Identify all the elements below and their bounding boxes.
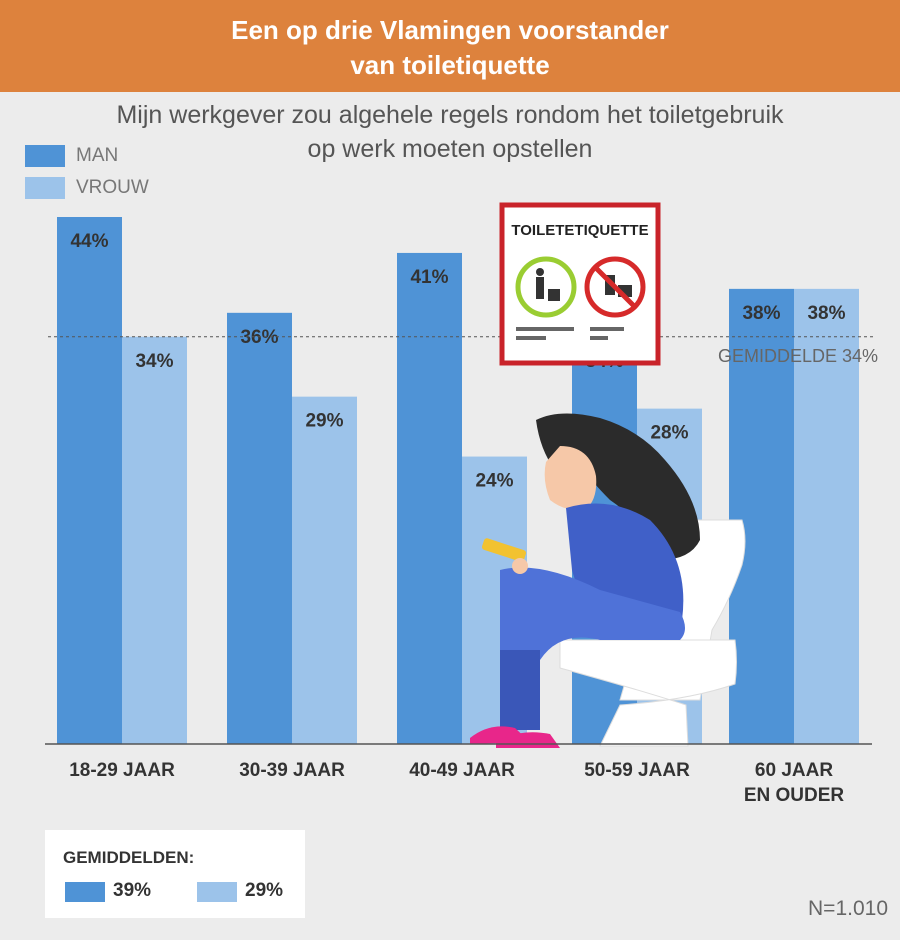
averages-swatch-man (65, 882, 105, 902)
averages-swatch-vrouw (197, 882, 237, 902)
prohibited-icon (584, 256, 646, 318)
category-label-4: 50-59 JAAR (584, 760, 690, 781)
averages-title: GEMIDDELDEN: (63, 848, 195, 867)
allowed-icon (515, 256, 577, 318)
bar-chart: 44%36%41%34%38%34%29%24%28%38% GEMIDDELD… (45, 202, 878, 806)
bar-vrouw-1 (122, 336, 187, 744)
bar-value-label-vrouw-5: 38% (807, 303, 845, 324)
averages-value-vrouw: 29% (245, 880, 284, 901)
category-label-3: 40-49 JAAR (409, 760, 515, 781)
bar-value-label-man-3: 41% (410, 267, 448, 288)
sample-size-note: N=1.010 (808, 897, 888, 920)
bar-man-2 (227, 312, 292, 744)
bar-vrouw-5 (794, 288, 859, 744)
bar-vrouw-2 (292, 396, 357, 744)
title-bar: Een op drie Vlamingen voorstander van to… (0, 0, 900, 92)
bar-man-1 (57, 217, 122, 744)
legend-swatch-man (25, 145, 65, 167)
category-label-5-line-2: EN OUDER (744, 785, 845, 806)
bar-value-label-man-5: 38% (742, 303, 780, 324)
bar-man-5 (729, 288, 794, 744)
bar-value-label-man-1: 44% (70, 231, 108, 252)
bar-value-label-man-2: 36% (240, 327, 278, 348)
title-line-2: van toiletiquette (350, 50, 550, 80)
bar-man-3 (397, 252, 462, 744)
bar-value-label-vrouw-2: 29% (305, 411, 343, 432)
title-line-1: Een op drie Vlamingen voorstander (231, 15, 669, 45)
bar-value-label-vrouw-4: 28% (650, 423, 688, 444)
bar-value-label-vrouw-1: 34% (135, 351, 173, 372)
bar-value-label-vrouw-3: 24% (475, 471, 513, 492)
subtitle-line-1: Mijn werkgever zou algehele regels rondo… (116, 101, 784, 129)
averages-value-man: 39% (113, 880, 152, 901)
toilet-etiquette-sign: TOILETETIQUETTE (499, 202, 661, 366)
labels-layer: 18-29 JAAR 30-39 JAAR 40-49 JAAR 50-59 JAAR… (69, 760, 844, 806)
category-label-1: 18-29 JAAR (69, 760, 175, 781)
category-label-2: 30-39 JAAR (239, 760, 345, 781)
subtitle-line-2: op werk moeten opstellen (307, 135, 593, 163)
average-reference-label: GEMIDDELDE 34% (718, 346, 878, 366)
sign-title: TOILETETIQUETTE (511, 222, 648, 239)
category-label-5-line-1: 60 JAAR (755, 760, 833, 781)
legend-label-man: MAN (76, 145, 119, 166)
bars-layer: 44%36%41%34%38%34%29%24%28%38% (57, 217, 859, 744)
legend-label-vrouw: VROUW (76, 177, 149, 198)
legend-swatch-vrouw (25, 177, 65, 199)
averages-box: GEMIDDELDEN: 39% 29% (45, 830, 305, 918)
woman-on-toilet-illustration (470, 413, 746, 748)
